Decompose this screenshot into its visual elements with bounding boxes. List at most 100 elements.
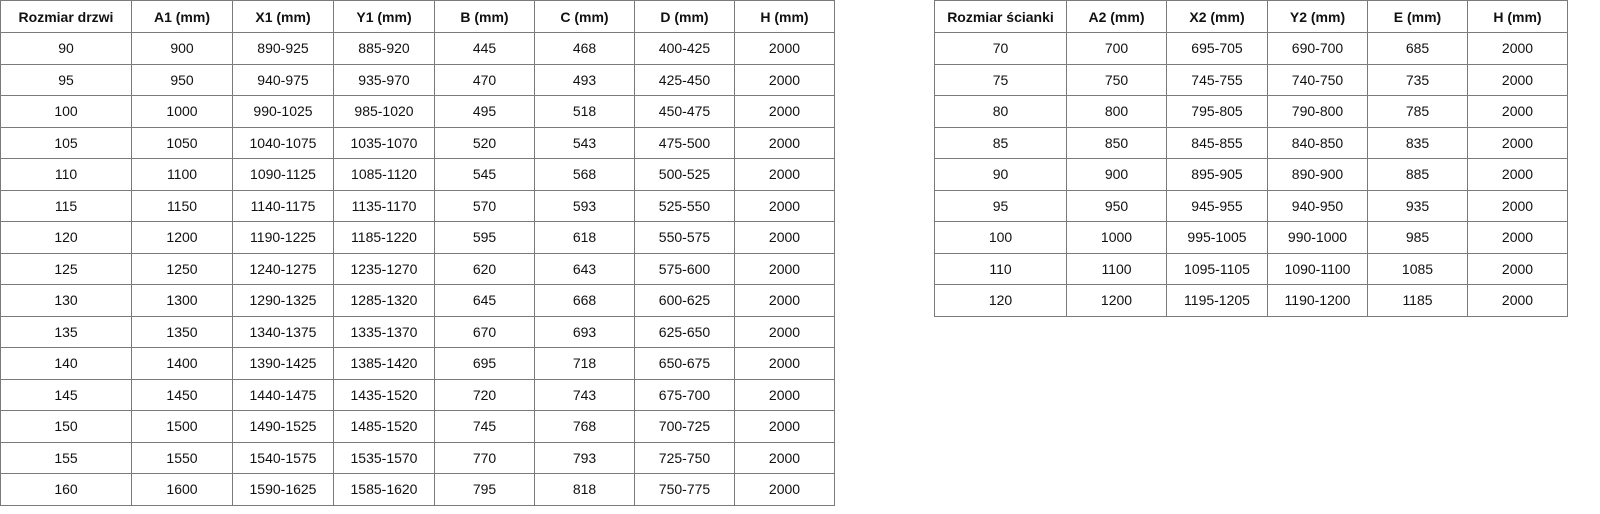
column-header: A2 (mm)	[1066, 0, 1167, 33]
table-cell: 568	[534, 158, 635, 191]
table-cell: 468	[534, 32, 635, 65]
table-row: 110 1100 1090-1125 1085-1120 545 568 500-525 20…	[0, 158, 835, 191]
table-cell: 725-750	[634, 441, 735, 474]
table-cell: 990-1025	[232, 95, 334, 128]
table-cell: 2000	[734, 95, 835, 128]
table-cell: 1185-1220	[333, 221, 435, 254]
table-cell: 740-750	[1267, 63, 1368, 96]
table-cell: 850	[1066, 126, 1167, 159]
table-cell: 525-550	[634, 189, 735, 222]
table-row: 80 800 795-805 790-800 785 2000	[934, 95, 1568, 128]
table-cell: 70	[934, 32, 1067, 65]
table-cell: 1000	[131, 95, 233, 128]
table-cell: 700	[1066, 32, 1167, 65]
table-cell: 1385-1420	[333, 347, 435, 380]
table-cell: 790-800	[1267, 95, 1368, 128]
table-cell: 1190-1225	[232, 221, 334, 254]
table-cell: 1040-1075	[232, 126, 334, 159]
table-cell: 950	[1066, 189, 1167, 222]
column-header: H (mm)	[734, 0, 835, 33]
table-cell: 985	[1367, 221, 1468, 254]
table-cell: 140	[0, 347, 132, 380]
table-cell: 2000	[734, 441, 835, 474]
table-cell: 1000	[1066, 221, 1167, 254]
table-cell: 2000	[734, 378, 835, 411]
table-cell: 575-600	[634, 252, 735, 285]
table-cell: 1140-1175	[232, 189, 334, 222]
table-cell: 1590-1625	[232, 473, 334, 506]
table-row: 85 850 845-855 840-850 835 2000	[934, 126, 1568, 159]
table-cell: 545	[434, 158, 535, 191]
header-row: Rozmiar drzwi A1 (mm) X1 (mm) Y1 (mm) B (mm)…	[0, 0, 835, 33]
table-cell: 1190-1200	[1267, 284, 1368, 317]
table-row: 125 1250 1240-1275 1235-1270 620 643 575-600 20…	[0, 252, 835, 285]
table-cell: 595	[434, 221, 535, 254]
table-cell: 1150	[131, 189, 233, 222]
table-row: 110 1100 1095-1105 1090-1100 1085 2000	[934, 252, 1568, 285]
table-cell: 695	[434, 347, 535, 380]
table-cell: 618	[534, 221, 635, 254]
column-header: B (mm)	[434, 0, 535, 33]
table-cell: 518	[534, 95, 635, 128]
table-cell: 520	[434, 126, 535, 159]
table-cell: 110	[0, 158, 132, 191]
table-cell: 2000	[734, 347, 835, 380]
table-cell: 125	[0, 252, 132, 285]
table-cell: 785	[1367, 95, 1468, 128]
table-cell: 600-625	[634, 284, 735, 317]
table-cell: 935	[1367, 189, 1468, 222]
table-cell: 645	[434, 284, 535, 317]
door-dimensions-table: Rozmiar drzwi A1 (mm) X1 (mm) Y1 (mm) B (mm)…	[0, 0, 835, 506]
table-cell: 940-950	[1267, 189, 1368, 222]
table-cell: 2000	[734, 63, 835, 96]
table-cell: 1350	[131, 315, 233, 348]
table-cell: 643	[534, 252, 635, 285]
table-cell: 1600	[131, 473, 233, 506]
table-cell: 1440-1475	[232, 378, 334, 411]
table-cell: 1435-1520	[333, 378, 435, 411]
table-cell: 745	[434, 410, 535, 443]
table-cell: 990-1000	[1267, 221, 1368, 254]
column-header: Rozmiar drzwi	[0, 0, 132, 33]
table-row: 145 1450 1440-1475 1435-1520 720 743 675-700 20…	[0, 378, 835, 411]
table-cell: 2000	[734, 32, 835, 65]
table-row: 105 1050 1040-1075 1035-1070 520 543 475-500 20…	[0, 126, 835, 159]
column-header: Rozmiar ścianki	[934, 0, 1067, 33]
table-cell: 75	[934, 63, 1067, 96]
wall-dimensions-table: Rozmiar ścianki A2 (mm) X2 (mm) Y2 (mm) E (m…	[934, 0, 1568, 317]
table-row: 95 950 945-955 940-950 935 2000	[934, 189, 1568, 222]
table-cell: 743	[534, 378, 635, 411]
table-cell: 85	[934, 126, 1067, 159]
table-row: 95 950 940-975 935-970 470 493 425-450 2000	[0, 63, 835, 96]
table-cell: 2000	[734, 315, 835, 348]
table-cell: 145	[0, 378, 132, 411]
table-cell: 770	[434, 441, 535, 474]
column-header: Y2 (mm)	[1267, 0, 1368, 33]
table-cell: 890-900	[1267, 158, 1368, 191]
table-cell: 570	[434, 189, 535, 222]
table-cell: 110	[934, 252, 1067, 285]
table-cell: 885-920	[333, 32, 435, 65]
table-cell: 1400	[131, 347, 233, 380]
table-cell: 80	[934, 95, 1067, 128]
table-cell: 470	[434, 63, 535, 96]
table-row: 115 1150 1140-1175 1135-1170 570 593 525-550 20…	[0, 189, 835, 222]
table-row: 135 1350 1340-1375 1335-1370 670 693 625-650 20…	[0, 315, 835, 348]
table-cell: 900	[131, 32, 233, 65]
table-cell: 1090-1100	[1267, 252, 1368, 285]
table-cell: 2000	[1467, 221, 1568, 254]
table-cell: 2000	[734, 221, 835, 254]
table-cell: 720	[434, 378, 535, 411]
table-cell: 2000	[1467, 126, 1568, 159]
table-cell: 2000	[1467, 252, 1568, 285]
table-cell: 2000	[734, 410, 835, 443]
column-header: E (mm)	[1367, 0, 1468, 33]
table-cell: 1300	[131, 284, 233, 317]
table-cell: 700-725	[634, 410, 735, 443]
table-cell: 1035-1070	[333, 126, 435, 159]
table-cell: 793	[534, 441, 635, 474]
table-cell: 100	[934, 221, 1067, 254]
table-cell: 795	[434, 473, 535, 506]
table-cell: 1085-1120	[333, 158, 435, 191]
table-cell: 845-855	[1166, 126, 1268, 159]
